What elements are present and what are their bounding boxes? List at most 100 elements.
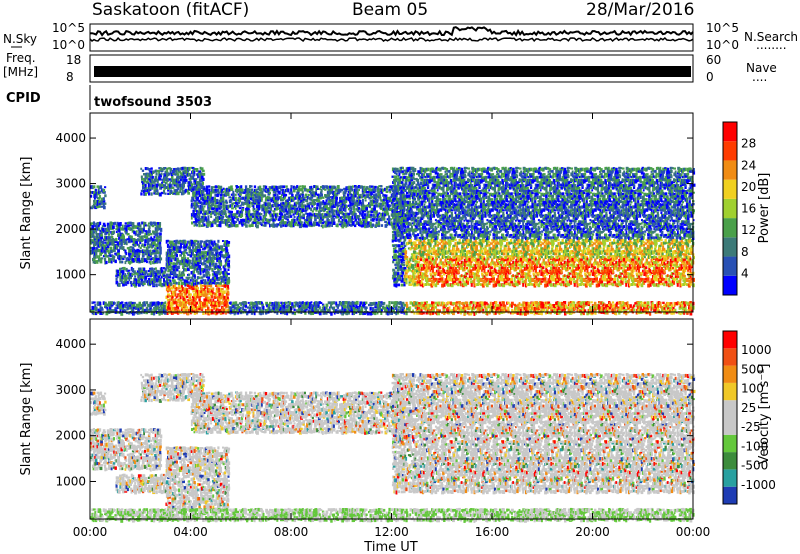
power-cell bbox=[178, 168, 180, 172]
power-cell bbox=[113, 256, 115, 258]
power-cell bbox=[325, 221, 327, 224]
power-cell bbox=[414, 269, 416, 272]
power-cell bbox=[189, 266, 191, 269]
nave-dots: .... bbox=[752, 70, 767, 84]
power-cell bbox=[95, 189, 97, 192]
power-cell bbox=[438, 256, 440, 258]
power-cell bbox=[219, 263, 222, 267]
power-cell bbox=[238, 200, 241, 203]
power-cell bbox=[451, 181, 453, 184]
power-cell bbox=[305, 199, 308, 202]
power-cell bbox=[248, 210, 250, 214]
power-cell bbox=[220, 202, 223, 205]
power-cell bbox=[104, 225, 106, 227]
power-cell bbox=[144, 222, 146, 225]
power-cell bbox=[412, 189, 414, 192]
power-cell bbox=[451, 175, 453, 177]
power-cell bbox=[159, 244, 161, 247]
power-cell bbox=[425, 228, 428, 231]
power-cell bbox=[411, 225, 413, 229]
power-cell bbox=[328, 219, 330, 222]
power-cell bbox=[197, 241, 199, 244]
power-cell bbox=[214, 219, 216, 222]
power-cell bbox=[420, 182, 423, 186]
power-cell bbox=[455, 239, 457, 241]
power-cell bbox=[397, 168, 399, 171]
power-cell bbox=[451, 184, 453, 188]
power-cell bbox=[256, 225, 259, 229]
power-cell bbox=[405, 250, 407, 254]
power-cell bbox=[238, 197, 240, 200]
power-cell bbox=[281, 213, 283, 216]
power-cell bbox=[333, 213, 335, 215]
power-cell bbox=[397, 231, 400, 233]
power-cell bbox=[183, 184, 185, 188]
power-cell bbox=[145, 167, 147, 170]
power-cell bbox=[379, 194, 381, 198]
power-cell bbox=[386, 188, 388, 191]
power-cell bbox=[227, 243, 229, 246]
power-cell bbox=[227, 273, 230, 275]
power-cell bbox=[322, 213, 324, 216]
power-cell bbox=[99, 201, 101, 203]
power-cell bbox=[428, 230, 430, 233]
power-cell bbox=[99, 222, 101, 225]
power-cell bbox=[220, 251, 223, 254]
power-cell bbox=[102, 241, 104, 244]
power-cell bbox=[241, 188, 243, 192]
power-cell bbox=[456, 253, 458, 256]
power-cell bbox=[413, 198, 416, 201]
power-cell bbox=[100, 234, 103, 237]
power-cell bbox=[217, 270, 220, 273]
power-cell bbox=[382, 202, 385, 205]
power-cell bbox=[197, 287, 199, 290]
power-cell bbox=[284, 221, 287, 225]
power-cell bbox=[103, 197, 105, 201]
power-cell bbox=[235, 197, 237, 201]
power-cell bbox=[454, 236, 456, 238]
power-cell bbox=[402, 212, 404, 215]
power-cell bbox=[370, 191, 373, 195]
power-cell bbox=[195, 240, 198, 242]
power-cell bbox=[231, 207, 234, 209]
power-cell bbox=[179, 254, 182, 257]
power-cell bbox=[403, 229, 405, 233]
power-cell bbox=[205, 210, 208, 213]
power-cell bbox=[440, 208, 443, 211]
power-cell bbox=[395, 227, 397, 230]
power-cell bbox=[148, 278, 151, 280]
power-cell bbox=[456, 278, 458, 282]
power-cell bbox=[256, 191, 259, 193]
power-cell bbox=[151, 187, 154, 190]
cpid-label: CPID bbox=[6, 91, 41, 106]
power-cell bbox=[358, 189, 360, 191]
power-cell bbox=[177, 266, 180, 269]
power-cell bbox=[324, 189, 326, 191]
power-cell bbox=[404, 284, 406, 287]
power-cell bbox=[335, 197, 338, 200]
radar-summary-plot: N.Sky 10^5 10^0 10^5 10^0 N.Search .....… bbox=[0, 0, 800, 554]
power-cell bbox=[130, 246, 132, 249]
power-cell bbox=[152, 176, 154, 179]
power-cell bbox=[392, 176, 394, 178]
power-cell bbox=[152, 225, 154, 227]
power-cell bbox=[203, 173, 206, 176]
power-cell bbox=[153, 258, 155, 261]
power-cell bbox=[331, 224, 333, 228]
power-cell bbox=[406, 176, 409, 178]
power-cell bbox=[450, 242, 452, 245]
power-cell bbox=[170, 168, 173, 171]
power-cell bbox=[218, 293, 221, 297]
power-cell bbox=[167, 193, 169, 195]
power-cell bbox=[316, 203, 319, 207]
power-cell bbox=[280, 185, 283, 188]
power-cell bbox=[209, 243, 211, 247]
power-cell bbox=[202, 182, 204, 185]
power-cell bbox=[318, 225, 320, 227]
power-cell bbox=[304, 185, 306, 187]
power-cell bbox=[434, 196, 436, 200]
power-cell bbox=[394, 264, 397, 266]
power-cell bbox=[441, 284, 444, 288]
power-cell bbox=[140, 247, 142, 249]
power-cell bbox=[253, 205, 255, 208]
